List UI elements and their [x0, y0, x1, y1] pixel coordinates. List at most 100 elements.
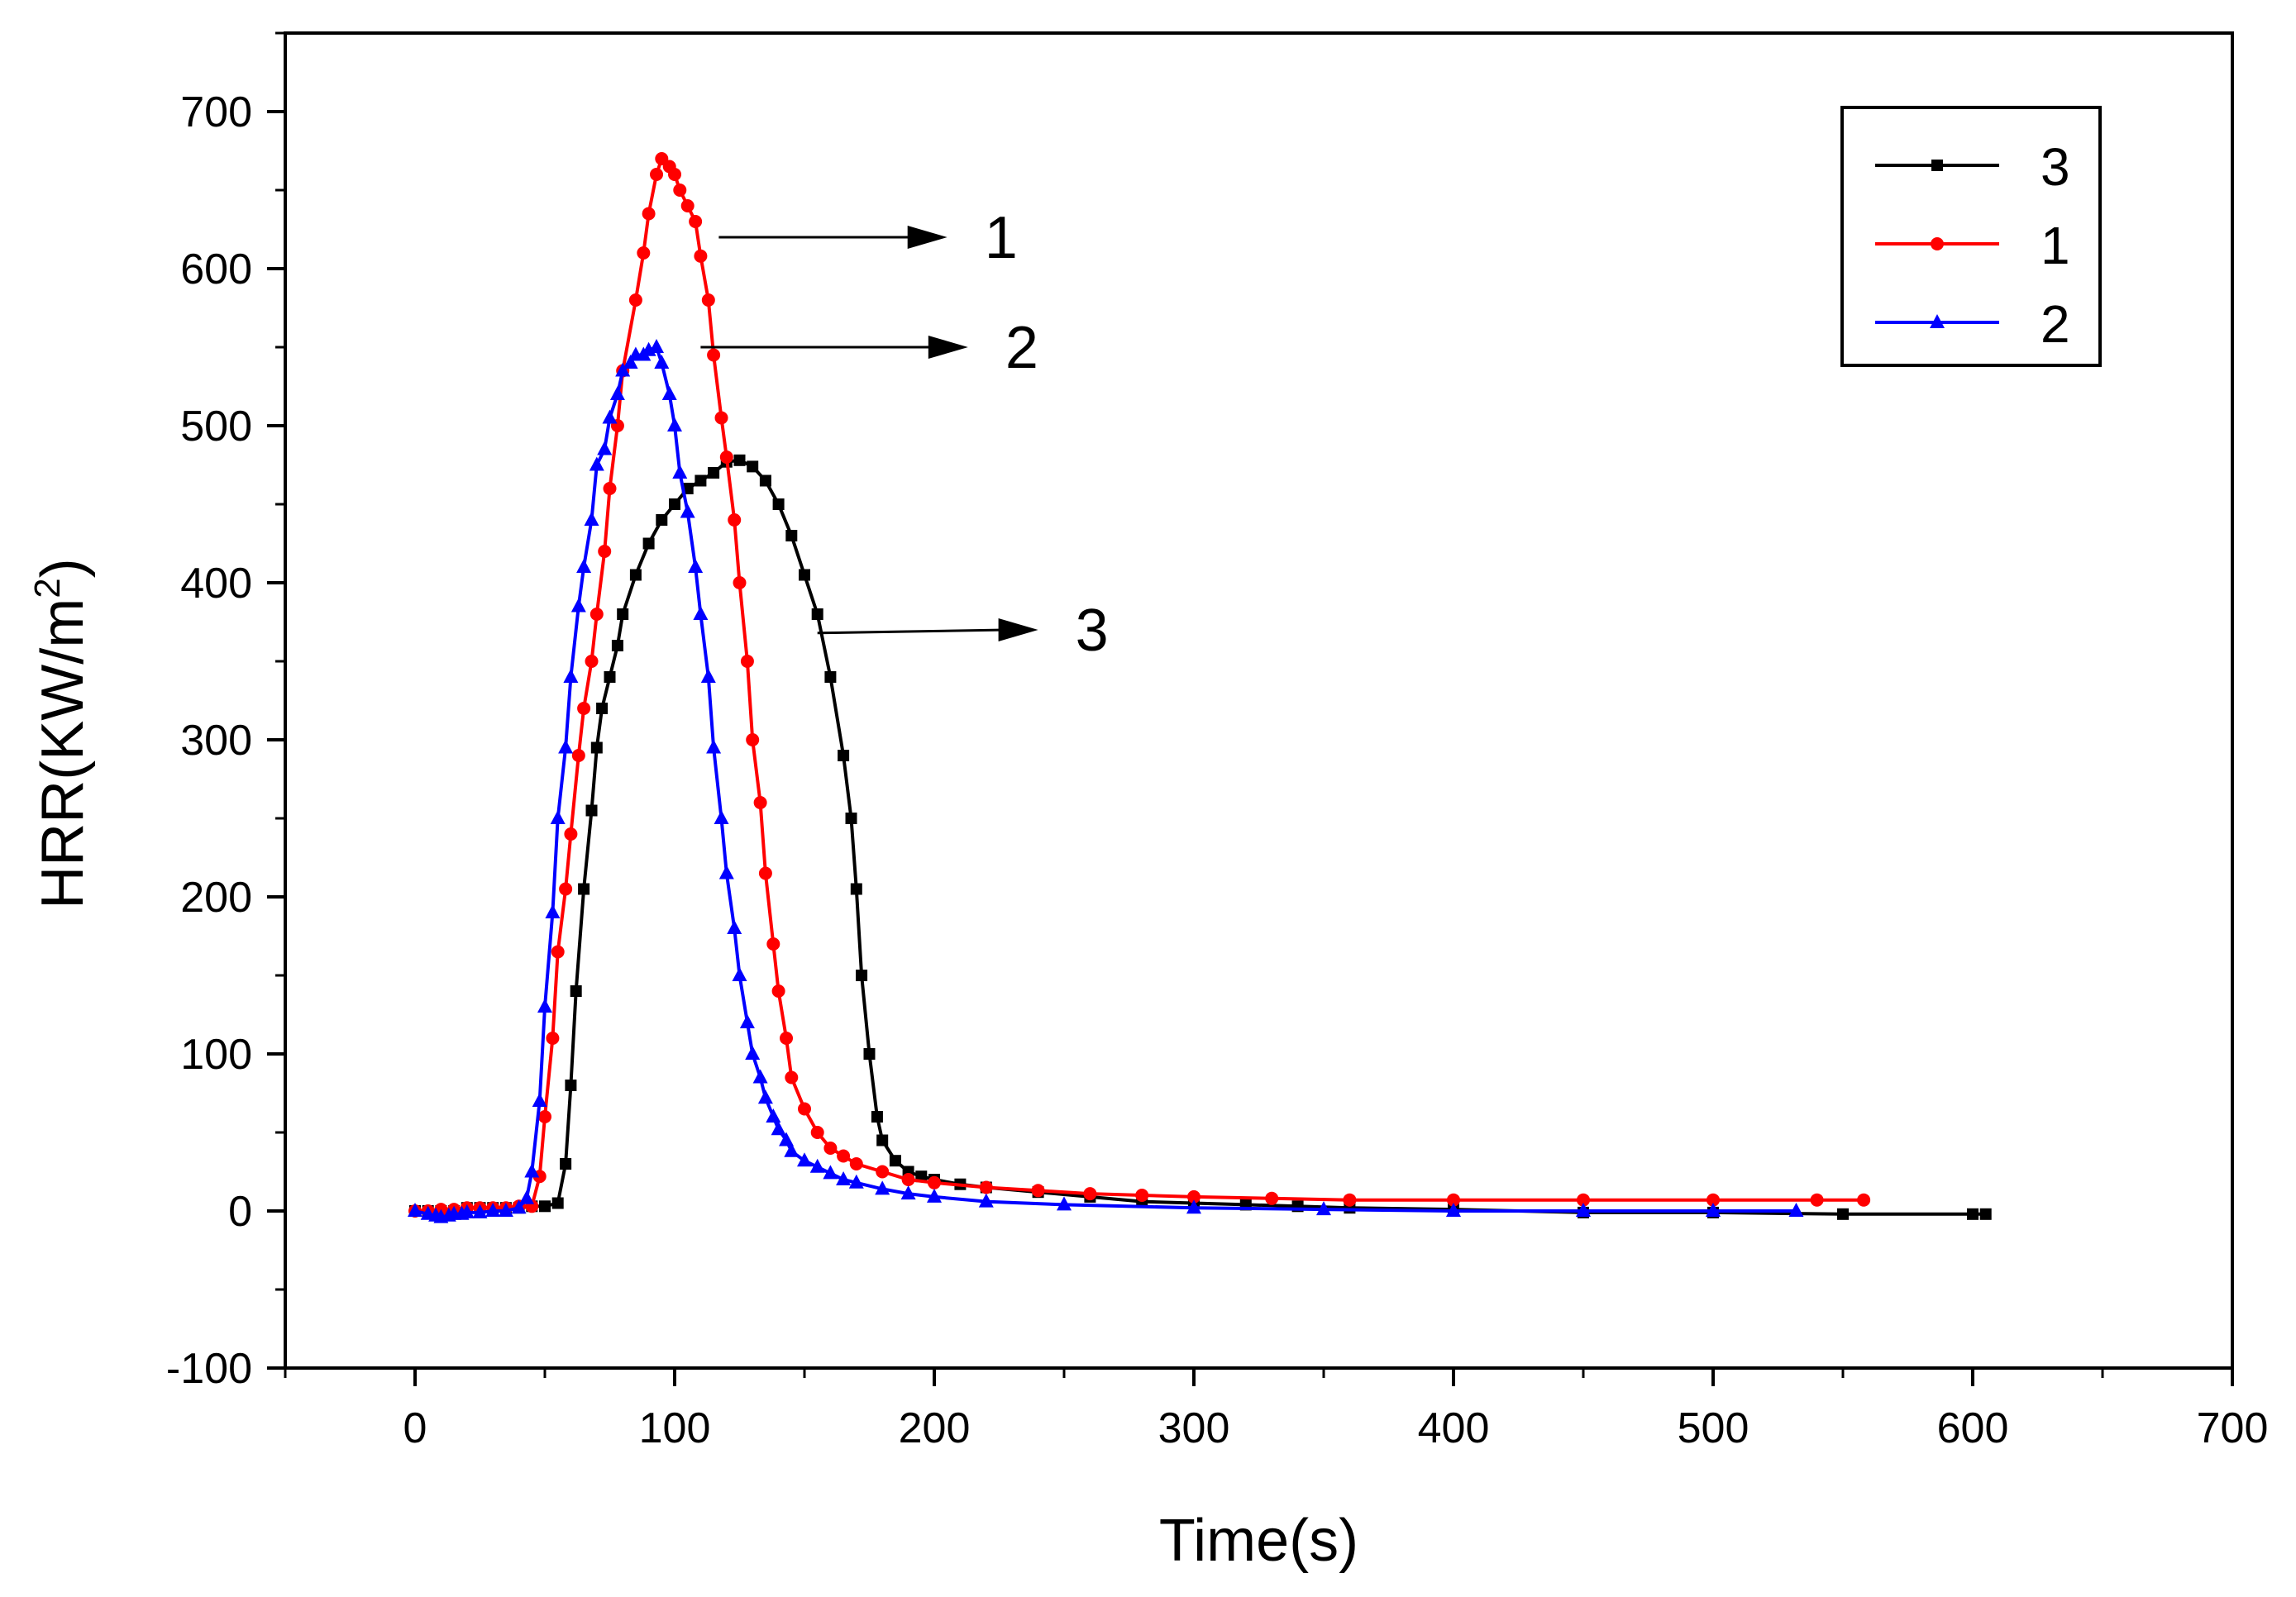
- data-point: [570, 985, 582, 997]
- data-point: [799, 569, 810, 581]
- legend-swatch-marker: [1930, 314, 1945, 328]
- data-point: [680, 503, 695, 518]
- data-point: [558, 739, 574, 754]
- data-point: [1577, 1193, 1590, 1207]
- data-point: [585, 655, 599, 668]
- data-point: [700, 669, 716, 683]
- data-point: [876, 1134, 889, 1147]
- annotation-label-3: 3: [1076, 598, 1109, 664]
- series-line-3: [415, 458, 1986, 1216]
- x-tick-label: 400: [1418, 1404, 1490, 1452]
- data-point: [550, 810, 566, 824]
- data-point: [590, 741, 603, 754]
- data-point: [809, 1158, 825, 1173]
- data-point: [559, 882, 573, 896]
- y-axis-title-main: HRR(KW/m: [30, 598, 96, 909]
- data-point: [745, 1046, 761, 1060]
- x-tick-label: 0: [403, 1404, 427, 1452]
- data-point: [532, 1093, 547, 1107]
- data-point: [551, 1197, 564, 1209]
- data-point: [758, 866, 772, 880]
- data-point: [901, 1173, 915, 1186]
- data-point: [900, 1185, 916, 1200]
- y-tick-label: 200: [180, 874, 252, 922]
- data-point: [519, 1189, 535, 1204]
- data-point: [811, 608, 823, 620]
- data-point: [689, 215, 703, 228]
- data-point: [537, 999, 552, 1013]
- data-point: [845, 813, 857, 824]
- data-point: [733, 576, 747, 589]
- data-point: [752, 1069, 768, 1084]
- data-point: [978, 1193, 994, 1208]
- data-point: [856, 970, 868, 981]
- y-tick-label: 400: [180, 560, 252, 608]
- data-point: [654, 355, 670, 369]
- data-point: [628, 293, 642, 307]
- data-point: [1788, 1203, 1804, 1217]
- data-point: [746, 733, 760, 746]
- data-point: [589, 456, 604, 471]
- data-point: [596, 703, 609, 714]
- data-point: [719, 450, 733, 464]
- data-point: [714, 810, 729, 824]
- data-point: [1265, 1191, 1279, 1205]
- x-tick-label: 200: [899, 1404, 971, 1452]
- data-point: [848, 1174, 864, 1189]
- data-point: [1837, 1208, 1849, 1220]
- x-tick-label: 600: [1937, 1404, 2009, 1452]
- data-point: [871, 1111, 883, 1123]
- series-line-2: [414, 345, 1797, 1219]
- data-point: [546, 1032, 560, 1045]
- data-point: [609, 386, 625, 400]
- data-point: [680, 199, 695, 212]
- data-point: [707, 348, 721, 362]
- y-axis-title-superscript: 2: [27, 578, 68, 598]
- data-point: [511, 1199, 527, 1214]
- data-point: [740, 655, 754, 668]
- y-tick-label: 100: [180, 1031, 252, 1079]
- data-point: [576, 559, 592, 573]
- annotation-label-2: 2: [1005, 315, 1038, 381]
- data-point: [875, 1180, 890, 1195]
- y-tick-label: 700: [180, 88, 252, 136]
- data-point: [637, 246, 651, 260]
- data-point: [459, 1204, 475, 1218]
- data-point: [656, 514, 668, 526]
- data-point: [1857, 1193, 1871, 1207]
- data-point: [784, 1142, 800, 1157]
- data-point: [1187, 1189, 1201, 1204]
- y-tick-label: 300: [180, 717, 252, 765]
- data-point: [570, 598, 586, 613]
- data-point: [1446, 1203, 1461, 1217]
- annotation-label-1: 1: [985, 205, 1018, 271]
- data-point: [757, 1089, 773, 1104]
- data-point: [1967, 1208, 1979, 1220]
- legend-swatch-marker: [1931, 237, 1944, 250]
- legend-item-2: 2: [1875, 294, 2070, 354]
- data-point: [585, 804, 598, 817]
- data-point: [739, 1014, 755, 1028]
- legend-swatch-marker: [1931, 160, 1943, 171]
- data-point: [673, 184, 687, 197]
- annotation-arrow-line-3: [817, 628, 1005, 635]
- series-3: [409, 454, 1992, 1220]
- data-point: [876, 1165, 890, 1179]
- data-point: [747, 460, 759, 473]
- series-2: [408, 339, 1804, 1223]
- data-point: [623, 355, 638, 369]
- data-point: [1706, 1203, 1721, 1217]
- data-point: [590, 608, 604, 621]
- data-point: [836, 1171, 852, 1185]
- data-point: [837, 1149, 851, 1163]
- data-point: [564, 827, 578, 841]
- data-point: [602, 409, 618, 424]
- data-point: [571, 749, 585, 762]
- series-line-1: [415, 155, 1864, 1213]
- annotation-arrowhead-1: [907, 226, 948, 249]
- data-point: [539, 1200, 551, 1213]
- data-point: [1447, 1193, 1460, 1207]
- y-axis-title: HRR(KW/m2): [27, 558, 96, 908]
- data-point: [771, 984, 785, 998]
